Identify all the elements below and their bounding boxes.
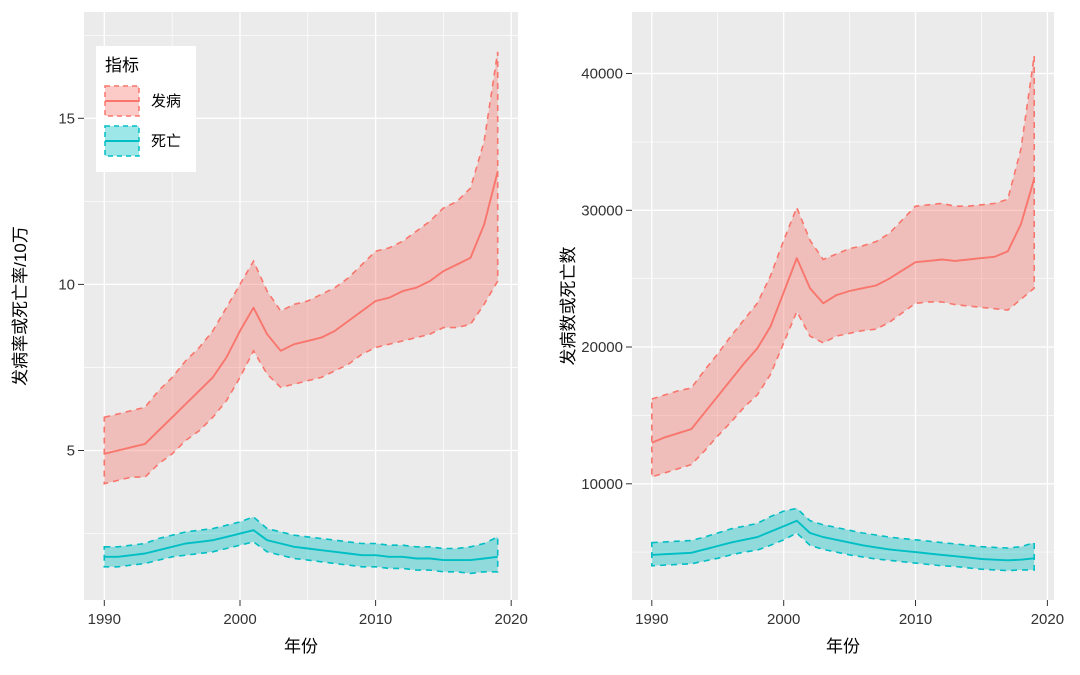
legend-entry-label: 死亡 — [151, 133, 181, 150]
y-tick-label: 10000 — [581, 476, 623, 493]
x-tick-label: 2000 — [767, 611, 800, 628]
y-tick-label: 20000 — [581, 339, 623, 356]
y-tick-label: 15 — [58, 110, 75, 127]
x-tick-label: 1990 — [88, 611, 121, 628]
x-tick-label: 2000 — [223, 611, 256, 628]
legend-background — [96, 46, 196, 172]
ribbon-incidence — [651, 55, 1035, 478]
midline-death — [104, 529, 498, 562]
legend-title: 指标 — [105, 56, 139, 75]
midline-incidence — [651, 178, 1036, 444]
x-tick-label: 2010 — [899, 611, 932, 628]
major-gridlines — [632, 12, 1054, 600]
axes: 1990 2000 2010 2020 10000 20000 30000 40000 — [581, 66, 1064, 629]
panel-background — [632, 12, 1054, 600]
midline-death — [651, 519, 1035, 562]
y-tick-label: 30000 — [581, 202, 623, 219]
y-tick-label: 5 — [67, 443, 75, 460]
x-tick-label: 2020 — [1031, 611, 1064, 628]
axes: 1990 2000 2010 2020 5 10 15 — [58, 110, 528, 628]
ribbon-death — [103, 515, 499, 575]
y-axis-title: 发病数或死亡数 — [559, 247, 578, 366]
x-axis-title: 年份 — [284, 637, 318, 656]
count-chart-panel: 1990 2000 2010 2020 10000 20000 30000 40000 年份 发病… — [559, 12, 1064, 656]
ribbon-incidence — [103, 51, 499, 485]
x-tick-label: 2010 — [359, 611, 392, 628]
midline-incidence — [104, 171, 499, 455]
y-tick-label: 10 — [58, 276, 75, 293]
legend-entry-label: 发病 — [151, 93, 181, 110]
x-tick-label: 1990 — [635, 611, 668, 628]
y-axis-title: 发病率或死亡率/10万 — [11, 226, 30, 386]
y-tick-label: 40000 — [581, 66, 623, 83]
x-tick-label: 2020 — [495, 611, 528, 628]
x-axis-title: 年份 — [826, 637, 860, 656]
